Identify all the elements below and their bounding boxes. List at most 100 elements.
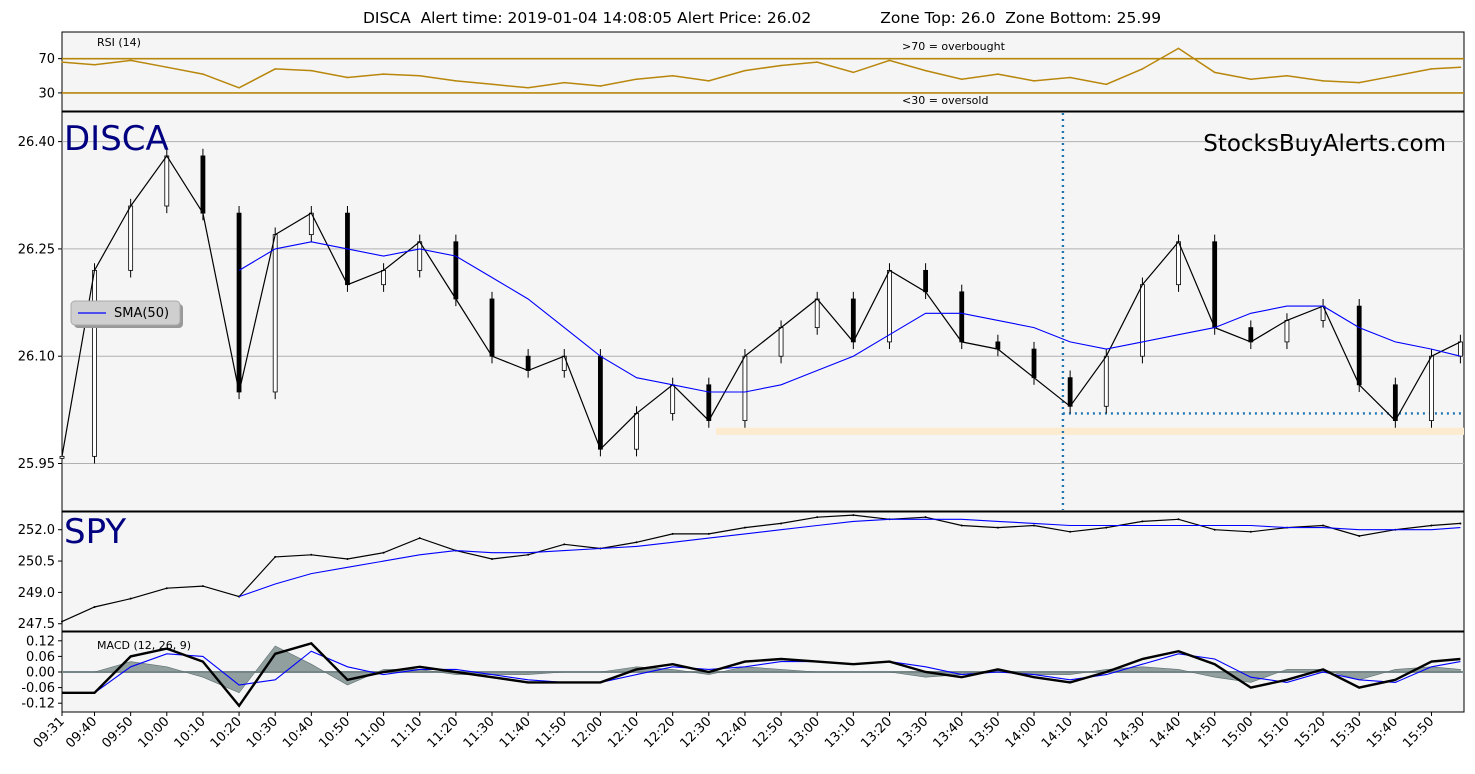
spy-point: [1213, 528, 1216, 531]
candle-body: [417, 241, 423, 271]
x-tick-label: 14:40: [1147, 714, 1184, 751]
candle-body: [1284, 320, 1290, 343]
candle-body: [850, 298, 856, 343]
rsi-point: [310, 69, 313, 72]
candle-body: [1392, 384, 1398, 421]
spy-point: [418, 537, 421, 540]
zone-band: [716, 427, 1464, 435]
candle-body: [453, 241, 459, 300]
rsi-point: [1105, 83, 1108, 86]
rsi-point: [1177, 47, 1180, 50]
spy-point: [490, 557, 493, 560]
rsi-point: [888, 59, 891, 62]
spy-sma-line: [238, 518, 1461, 598]
candle-body: [597, 355, 603, 450]
rsi-point: [599, 85, 602, 87]
rsi-point: [238, 86, 240, 89]
rsi-point: [382, 73, 385, 75]
x-tick-label: 11:20: [425, 714, 462, 751]
candle-body: [923, 269, 929, 293]
rsi-point: [491, 83, 493, 86]
spy-point: [274, 555, 277, 558]
rsi-point: [129, 59, 132, 62]
x-tick-label: 10:10: [172, 714, 209, 751]
x-tick-label: 13:30: [894, 714, 931, 751]
rsi-label: RSI (14): [97, 36, 141, 49]
rsi-point: [93, 63, 96, 66]
spy-point: [671, 532, 674, 535]
candle-body: [272, 234, 278, 393]
chart-title: DISCA Alert time: 2019-01-04 14:08:05 Al…: [363, 9, 1161, 27]
x-tick-label: 09:40: [63, 714, 100, 751]
spy-point: [1358, 534, 1361, 537]
rsi-point: [780, 64, 782, 67]
macd-layer: 0.120.060.00-0.06-0.12: [21, 634, 1464, 712]
rsi-point: [1322, 80, 1324, 82]
rsi-point: [1358, 81, 1361, 84]
candle-body: [1248, 327, 1254, 343]
candle-body: [1140, 284, 1145, 357]
rsi-point: [165, 66, 168, 69]
rsi-point: [960, 78, 963, 80]
spy-point: [1430, 524, 1433, 527]
price-layer: 26.40 26.25 26.10 25.95: [18, 113, 1464, 510]
x-tick-label: 10:20: [208, 714, 245, 751]
rsi-point: [563, 81, 566, 84]
candle-body: [59, 455, 65, 459]
rsi-point: [997, 73, 999, 75]
x-tick-label: 14:30: [1111, 714, 1148, 751]
spy-point: [1033, 524, 1036, 527]
rsi-point: [1459, 66, 1462, 69]
spy-point: [1069, 530, 1072, 533]
macd-line: [62, 642, 1461, 708]
oversold-annotation: <30 = oversold: [902, 94, 988, 107]
price-ytick-label: 26.25: [18, 242, 55, 257]
rsi-point: [1430, 68, 1433, 70]
spy-point: [924, 516, 927, 519]
candle-body: [814, 298, 820, 328]
spy-point: [743, 526, 746, 529]
macd-ytick-label: 0.06: [26, 650, 55, 665]
macd-label: MACD (12, 26, 9): [97, 639, 191, 652]
macd-ytick-label: -0.12: [21, 697, 55, 712]
spy-point: [93, 606, 96, 609]
macd-ytick-label: 0.12: [26, 634, 55, 649]
rsi-point: [924, 69, 927, 72]
macd-histogram: [62, 645, 1461, 694]
rsi-point: [202, 73, 204, 75]
candle-body: [1457, 341, 1463, 357]
x-tick-label: 12:40: [714, 714, 751, 751]
sma-legend: SMA(50): [70, 300, 183, 328]
spy-point: [527, 553, 530, 556]
x-tick-label: 14:20: [1075, 714, 1112, 751]
spy-point: [1322, 524, 1325, 527]
x-tick-label: 12:00: [569, 714, 606, 751]
rsi-point: [1394, 74, 1397, 77]
rsi-ytick-label: 30: [38, 86, 55, 101]
x-tick-label: 11:30: [461, 714, 498, 751]
x-tick-label: 15:20: [1292, 714, 1329, 751]
rsi-point: [1033, 80, 1035, 82]
x-tick-label: 13:50: [967, 714, 1004, 751]
spy-point: [1249, 530, 1252, 533]
spy-point: [129, 597, 132, 600]
x-tick-label: 12:50: [750, 714, 787, 751]
spy-ytick-label: 252.0: [18, 523, 55, 538]
price-ticker-label: DISCA: [64, 119, 169, 159]
price-ytick-label: 25.95: [18, 457, 55, 472]
x-tick-label: 11:50: [533, 714, 570, 751]
candle-body: [1429, 355, 1434, 421]
x-tick-label: 10:40: [280, 714, 317, 751]
spy-point: [346, 557, 349, 560]
macd-ytick-label: 0.00: [26, 666, 55, 681]
spy-layer: 252.0 250.5 249.0 247.5: [18, 514, 1462, 632]
candle-body: [887, 269, 892, 343]
spy-point: [1141, 520, 1144, 523]
x-tick-label: 14:10: [1039, 714, 1076, 751]
overbought-annotation: >70 = overbought: [902, 40, 1006, 53]
spy-point: [201, 585, 204, 588]
rsi-point: [527, 86, 529, 89]
spy-ytick-label: 247.5: [18, 617, 55, 632]
price-panel: [61, 111, 1465, 512]
rsi-point: [455, 80, 457, 82]
